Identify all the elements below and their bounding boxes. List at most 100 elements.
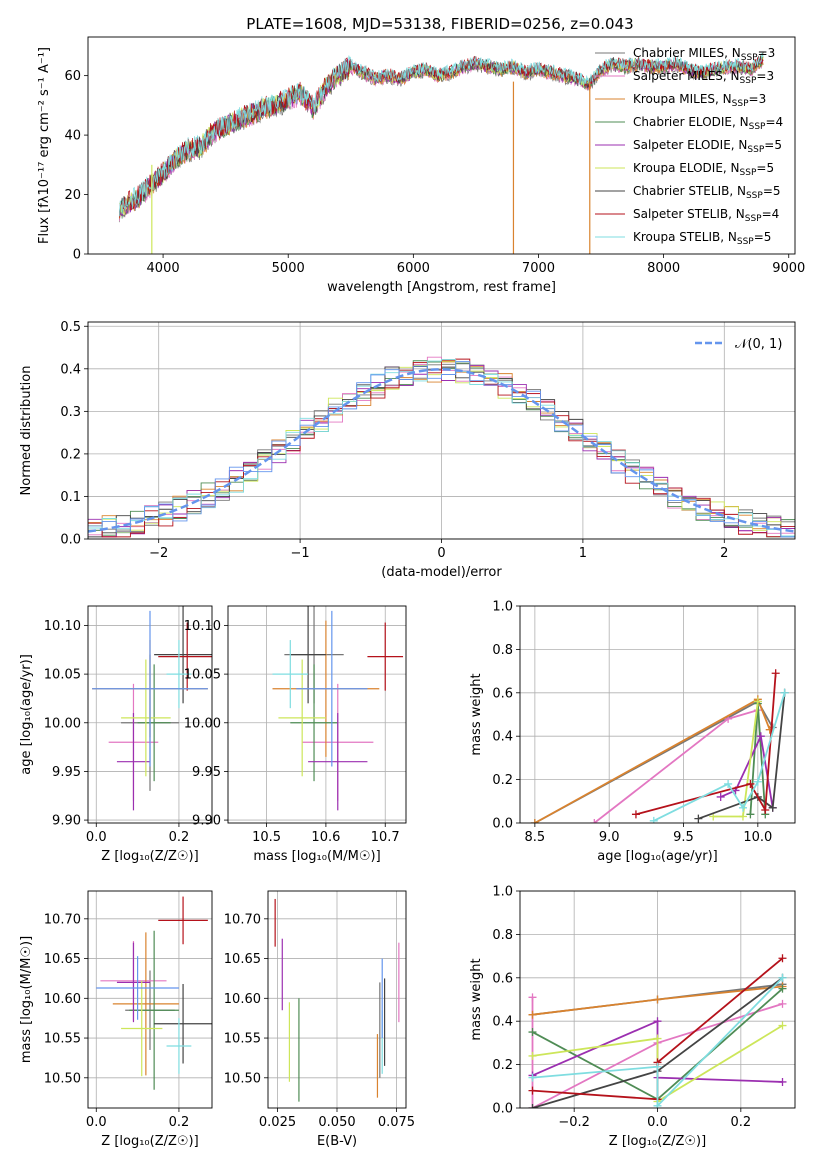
y-tick-label: 0.6 (492, 686, 513, 701)
x-tick-label: 0.0 (647, 1115, 668, 1130)
weight-line (720, 733, 774, 808)
legend-label: Kroupa STELIB, NSSP=5 (633, 230, 771, 247)
y-tick-label: 10.10 (184, 619, 221, 634)
data-point (528, 1051, 537, 1060)
y-tick-label: 0 (73, 248, 81, 263)
x-tick-label: 9.0 (599, 830, 620, 845)
x-tick-label: 5000 (272, 261, 305, 276)
x-tick-label: 10.0 (743, 830, 772, 845)
x-tick-label: 7000 (522, 261, 555, 276)
y-tick-label: 10.05 (44, 668, 81, 683)
legend-subscript: SSP (749, 122, 766, 132)
legend-label: Salpeter STELIB, NSSP=4 (633, 207, 779, 224)
legend-label: Salpeter MILES, NSSP=3 (633, 69, 774, 86)
panel-age-vs-Z: 0.0 0.2 9.90 9.95 10.00 10.05 10.10 Z [log₁₀(Z/… (19, 605, 213, 864)
normal-curve (88, 368, 795, 533)
y-tick-label: 10.60 (44, 992, 81, 1007)
x-tick-label: 10.7 (371, 830, 400, 845)
data-point (530, 819, 539, 823)
panel-mass-vs-Z: 0.0 0.2 10.50 10.55 10.60 10.65 10.70 Z [log₁₀(… (19, 890, 213, 1149)
panel-age-vs-mass: 10.5 10.6 10.7 9.90 9.95 10.00 10.05 10.10 mass … (184, 605, 407, 864)
x-axis-label: Z [log₁₀(Z/Z☉)] (609, 1134, 706, 1149)
x-axis-label: E(B-V) (317, 1134, 357, 1149)
data-point (528, 1104, 537, 1108)
y-axis-label: Normed distribution (19, 366, 34, 496)
legend-subscript: SSP (745, 214, 762, 224)
x-tick-label: 0.025 (259, 1115, 296, 1130)
y-tick-label: 10.50 (224, 1071, 261, 1086)
x-tick-label: −1 (291, 546, 310, 561)
y-tick-label: 1.0 (492, 600, 513, 615)
data-point (778, 954, 787, 963)
data-point (528, 1010, 537, 1019)
axes-frame (87, 321, 796, 540)
y-tick-label: 40 (64, 129, 81, 144)
panel-mass-vs-ebv: 0.025 0.050 0.075 10.50 10.55 10.60 10.65 10.70… (224, 890, 415, 1149)
legend-suffix: =3 (758, 46, 776, 60)
y-tick-label: 0.8 (492, 928, 513, 943)
legend-subscript: SSP (747, 145, 764, 155)
y-tick-label: 9.90 (52, 814, 81, 829)
y-tick-label: 0.0 (492, 1102, 513, 1117)
data-point (653, 1062, 662, 1071)
data-point (778, 1021, 787, 1030)
data-point (753, 777, 762, 786)
legend-label: Chabrier STELIB, NSSP=5 (633, 184, 781, 201)
x-axis-label: mass [log₁₀(M/M☉)] (253, 849, 380, 864)
data-point (780, 688, 789, 697)
data-point (694, 814, 703, 823)
data-point (528, 1028, 537, 1037)
legend-subscript: SSP (732, 99, 749, 109)
y-tick-label: 10.00 (44, 716, 81, 731)
y-tick-label: 10.70 (224, 912, 261, 927)
x-tick-label: 0.2 (169, 1115, 190, 1130)
data-point (590, 819, 599, 823)
x-tick-label: 0 (437, 546, 445, 561)
y-tick-label: 0.5 (60, 320, 81, 335)
data-point (738, 803, 747, 812)
x-axis-label: Z [log₁₀(Z/Z☉)] (101, 1134, 198, 1149)
data-point (528, 1073, 537, 1082)
data-point (768, 803, 777, 812)
legend-label: Chabrier ELODIE, NSSP=4 (633, 115, 783, 132)
y-tick-label: 10.65 (44, 952, 81, 967)
y-tick-label: 0.2 (60, 447, 81, 462)
legend-label: 𝒩(0, 1) (735, 337, 782, 352)
legend-suffix: =4 (765, 115, 783, 129)
data-point (761, 805, 770, 814)
data-point (528, 993, 537, 1002)
legend-suffix: =5 (763, 184, 781, 198)
y-axis-label: mass weight (469, 958, 484, 1040)
data-point (756, 732, 765, 741)
legend-subscript: SSP (740, 76, 757, 86)
x-tick-label: 0.2 (730, 1115, 751, 1130)
legend-label: Salpeter ELODIE, NSSP=5 (633, 138, 782, 155)
data-point (653, 1017, 662, 1026)
legend-suffix: =5 (764, 138, 782, 152)
y-tick-label: 10.60 (224, 992, 261, 1007)
axes-frame (519, 605, 796, 824)
x-tick-label: 2 (720, 546, 728, 561)
y-tick-label: 10.65 (224, 952, 261, 967)
data-point (716, 792, 725, 801)
y-tick-label: 10.50 (44, 1071, 81, 1086)
x-tick-label: 0.075 (378, 1115, 415, 1130)
x-tick-label: 0.2 (169, 830, 190, 845)
x-axis-label: wavelength [Angstrom, rest frame] (327, 280, 556, 295)
data-point (746, 810, 755, 819)
axes-frame (87, 36, 796, 255)
axes-frame (519, 890, 796, 1109)
data-point (753, 697, 762, 706)
plot-area (520, 606, 795, 823)
plot-area (88, 606, 212, 823)
x-tick-label: 8000 (647, 261, 680, 276)
y-tick-label: 1.0 (492, 885, 513, 900)
data-point (738, 812, 747, 821)
data-point (653, 995, 662, 1004)
x-tick-label: 9000 (772, 261, 805, 276)
y-axis-label: mass weight (469, 673, 484, 755)
plot-area (520, 891, 795, 1108)
plot-area (268, 891, 406, 1108)
axes-frame (267, 890, 407, 1109)
